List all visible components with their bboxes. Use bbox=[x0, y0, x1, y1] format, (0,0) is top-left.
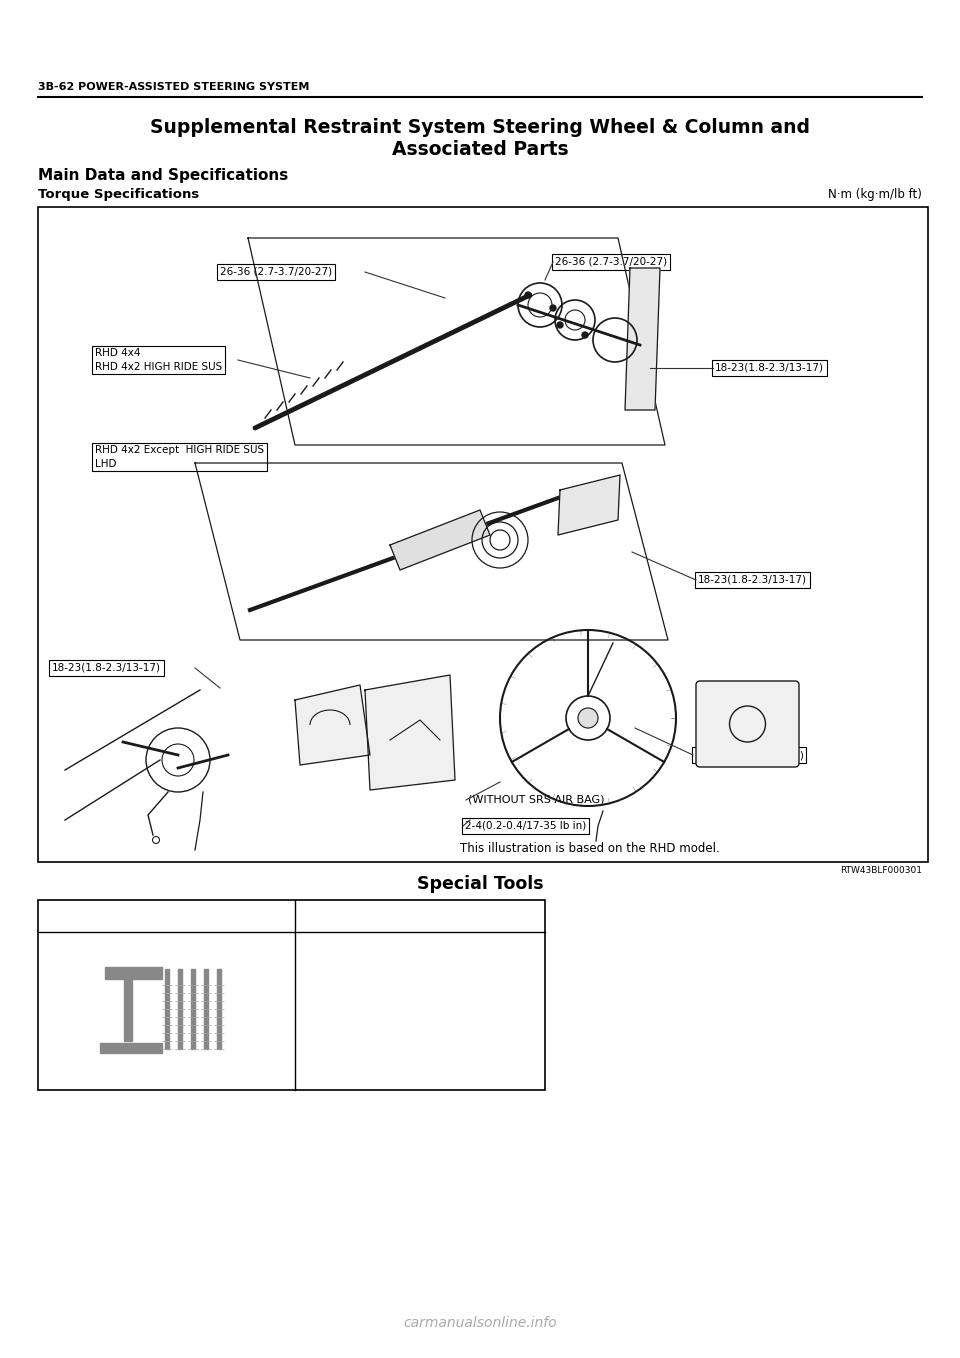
Text: TOOL NO.
TOOL NAME: TOOL NO. TOOL NAME bbox=[381, 900, 459, 932]
Bar bbox=[164, 970, 169, 1048]
Text: carmanualsonline.info: carmanualsonline.info bbox=[403, 1316, 557, 1329]
Text: ILLUSTRATION: ILLUSTRATION bbox=[119, 910, 214, 922]
Bar bbox=[38, 206, 928, 862]
Bar bbox=[100, 1043, 161, 1052]
Polygon shape bbox=[195, 463, 668, 640]
Circle shape bbox=[582, 331, 588, 338]
Polygon shape bbox=[625, 268, 660, 410]
Circle shape bbox=[525, 292, 531, 297]
Text: N·m (kg·m/lb ft): N·m (kg·m/lb ft) bbox=[828, 187, 922, 201]
Polygon shape bbox=[248, 238, 665, 445]
Text: (J-29752): (J-29752) bbox=[386, 1013, 454, 1027]
Text: 3B-62 POWER-ASSISTED STEERING SYSTEM: 3B-62 POWER-ASSISTED STEERING SYSTEM bbox=[38, 81, 309, 92]
Text: 31-39(3.2-4.0/23-29): 31-39(3.2-4.0/23-29) bbox=[695, 750, 804, 760]
Bar bbox=[217, 970, 221, 1048]
Bar bbox=[38, 900, 545, 1090]
Text: Special Tools: Special Tools bbox=[417, 875, 543, 894]
Bar bbox=[190, 970, 195, 1048]
Text: Associated Parts: Associated Parts bbox=[392, 140, 568, 159]
Polygon shape bbox=[558, 475, 620, 535]
Bar bbox=[178, 970, 181, 1048]
FancyBboxPatch shape bbox=[696, 680, 799, 767]
Text: Torque Specifications: Torque Specifications bbox=[38, 187, 200, 201]
Text: 18-23(1.8-2.3/13-17): 18-23(1.8-2.3/13-17) bbox=[715, 363, 824, 373]
Text: RHD 4x2 Except  HIGH RIDE SUS
LHD: RHD 4x2 Except HIGH RIDE SUS LHD bbox=[95, 445, 264, 469]
Text: RTW43BLF000301: RTW43BLF000301 bbox=[840, 866, 922, 875]
Text: 2-4(0.2-0.4/17-35 lb in): 2-4(0.2-0.4/17-35 lb in) bbox=[465, 822, 587, 831]
Text: 5-8521-0016-0: 5-8521-0016-0 bbox=[366, 993, 474, 1005]
Bar bbox=[105, 967, 161, 979]
Text: (WITHOUT SRS AIR BAG): (WITHOUT SRS AIR BAG) bbox=[468, 794, 605, 805]
Polygon shape bbox=[390, 511, 490, 570]
Circle shape bbox=[557, 322, 563, 329]
Text: This illustration is based on the RHD model.: This illustration is based on the RHD mo… bbox=[460, 842, 720, 854]
Circle shape bbox=[578, 708, 598, 728]
Text: RHD 4x4
RHD 4x2 HIGH RIDE SUS: RHD 4x4 RHD 4x2 HIGH RIDE SUS bbox=[95, 349, 223, 372]
Text: 18-23(1.8-2.3/13-17): 18-23(1.8-2.3/13-17) bbox=[698, 574, 807, 585]
Text: Steering wheel remover: Steering wheel remover bbox=[348, 1035, 492, 1047]
Bar bbox=[124, 972, 132, 1042]
Text: Supplemental Restraint System Steering Wheel & Column and: Supplemental Restraint System Steering W… bbox=[150, 118, 810, 137]
Polygon shape bbox=[365, 675, 455, 790]
Text: Main Data and Specifications: Main Data and Specifications bbox=[38, 168, 288, 183]
Polygon shape bbox=[295, 684, 370, 765]
Circle shape bbox=[550, 306, 556, 311]
Bar bbox=[204, 970, 207, 1048]
Text: 18-23(1.8-2.3/13-17): 18-23(1.8-2.3/13-17) bbox=[52, 663, 161, 674]
Text: 26-36 (2.7-3.7/20-27): 26-36 (2.7-3.7/20-27) bbox=[220, 268, 332, 277]
Text: 26-36 (2.7-3.7/20-27): 26-36 (2.7-3.7/20-27) bbox=[555, 257, 667, 268]
Text: 90190204: 90190204 bbox=[146, 1076, 187, 1085]
